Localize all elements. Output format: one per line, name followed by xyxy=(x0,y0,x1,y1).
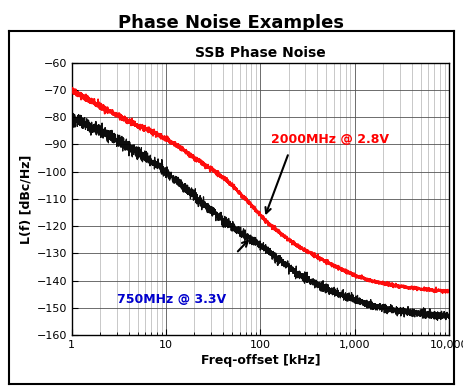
Text: Phase Noise Examples: Phase Noise Examples xyxy=(119,14,344,32)
X-axis label: Freq-offset [kHz]: Freq-offset [kHz] xyxy=(200,354,320,367)
Y-axis label: L(f) [dBc/Hz]: L(f) [dBc/Hz] xyxy=(19,154,32,243)
Title: SSB Phase Noise: SSB Phase Noise xyxy=(195,46,326,60)
Text: 750MHz @ 3.3V: 750MHz @ 3.3V xyxy=(117,293,226,306)
Text: 2000MHz @ 2.8V: 2000MHz @ 2.8V xyxy=(271,132,389,145)
